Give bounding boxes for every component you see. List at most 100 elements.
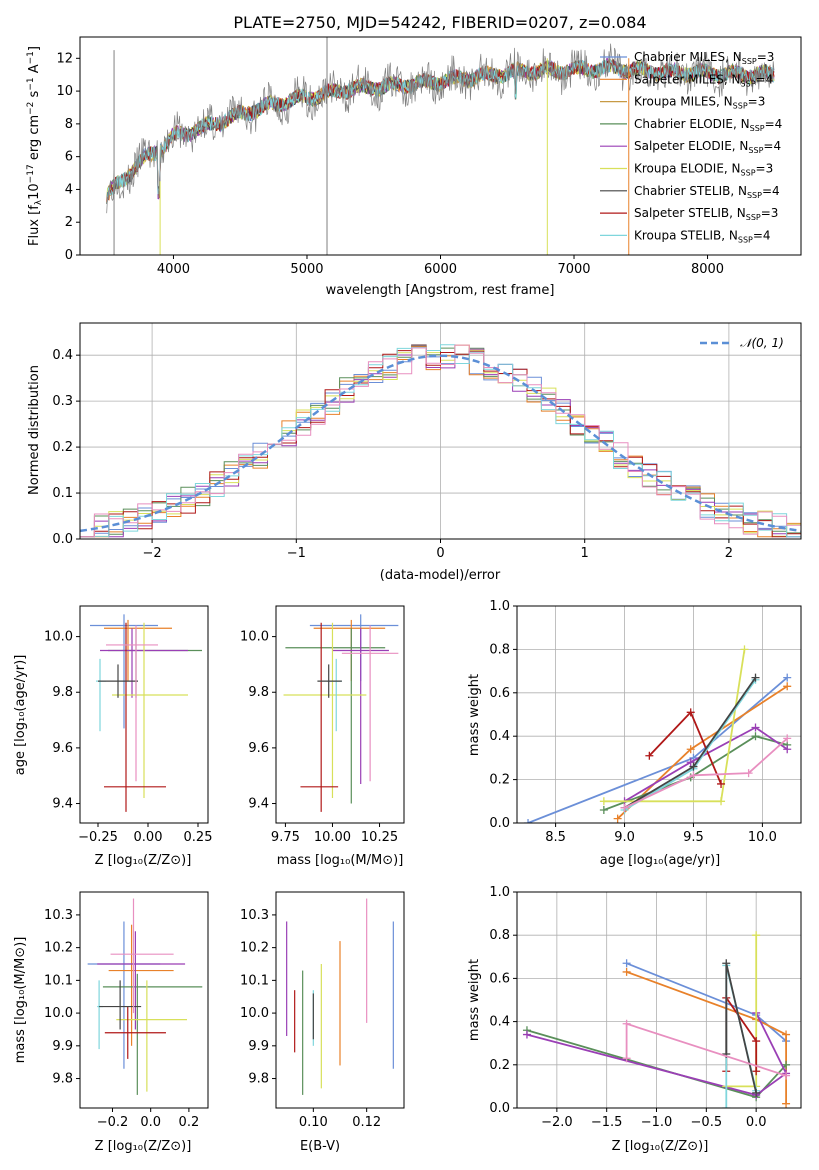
x-tick-label: 8000 (691, 262, 724, 277)
weight-marker (622, 967, 631, 976)
ylabel-a: A (27, 64, 42, 77)
y-tick-label: 8 (65, 117, 73, 132)
mass-vs-z-panel: −0.2 0.0 0.2 9.8 9.9 10.0 10.1 10.2 10.3 Z [log₁… (13, 891, 209, 1154)
y-tick-label: 0.0 (52, 532, 73, 547)
mass-vs-z-frame (79, 891, 209, 1109)
errorbar-point (104, 622, 166, 812)
residuals-panel: −2 −1 0 1 2 0.0 0.1 0.2 0.3 0.4 (data-model)/erro… (27, 322, 802, 583)
age-vs-z-ylabel: age [log₁₀(age/yr)] (13, 655, 28, 776)
legend-entry: Kroupa STELIB, NSSP=4 (634, 228, 771, 244)
ylabel-erg: erg cm (27, 115, 42, 164)
y-tick-label: 10.2 (240, 941, 269, 956)
weight-vs-age-marks (524, 645, 792, 823)
legend-entry-ssp: SSP (750, 124, 765, 133)
legend-entry: Chabrier STELIB, NSSP=4 (634, 184, 780, 200)
gaussian-curve (80, 354, 801, 533)
y-tick-label: 9.6 (248, 741, 269, 756)
spectrum-ylabel: Flux [fλ10−17 erg cm−2 s−1 A−1] (26, 46, 44, 246)
x-tick-label: 0 (436, 546, 444, 561)
y-tick-label: 0.4 (489, 1015, 510, 1030)
y-tick-label: 0.2 (489, 1058, 510, 1073)
x-tick-label: 0.25 (184, 830, 213, 845)
weight-marker (686, 745, 695, 754)
y-tick-label: 9.8 (248, 685, 269, 700)
legend-entry-name: Kroupa STELIB, N (634, 228, 738, 242)
age-vs-mass-panel: 9.75 10.00 10.25 9.4 9.6 9.8 10.0 mass [log₁₀(… (240, 605, 405, 868)
errorbar-point (108, 924, 174, 1046)
weight-marker (783, 673, 792, 682)
legend-entry-count: =3 (748, 95, 766, 109)
legend-entry-ssp: SSP (742, 57, 757, 66)
weight-marker (686, 708, 695, 717)
weight-marker (783, 682, 792, 691)
y-tick-label: 9.4 (52, 797, 73, 812)
mass-vs-z-axes: −0.2 0.0 0.2 9.8 9.9 10.0 10.1 10.2 10.3 (44, 891, 209, 1130)
x-tick-label: 4000 (157, 262, 190, 277)
x-tick-label: 0.12 (352, 1115, 381, 1130)
age-vs-z-frame (79, 605, 209, 824)
y-tick-label: 0.1 (52, 486, 73, 501)
x-tick-label: −0.25 (78, 830, 118, 845)
ylabel-end: ] (27, 46, 42, 51)
weight-marker (599, 797, 608, 806)
legend-entry-ssp: SSP (738, 235, 753, 244)
y-tick-label: 0.8 (489, 642, 510, 657)
x-tick-label: 9.75 (271, 830, 300, 845)
y-tick-label: 0.0 (489, 816, 510, 831)
x-tick-label: 2 (725, 546, 733, 561)
y-tick-label: 10.3 (44, 908, 73, 923)
weight-marker (752, 1088, 761, 1097)
weight-marker (613, 814, 622, 823)
spectrum-marks (106, 37, 775, 255)
errorbar-point (300, 622, 339, 812)
ylabel-sup3: −1 (26, 77, 36, 90)
x-tick-label: 0.0 (746, 1115, 767, 1130)
weight-marker (740, 645, 749, 654)
errorbar-point (97, 931, 186, 1030)
errorbar-point (106, 625, 158, 782)
mass-vs-ebv-axes: 0.10 0.12 9.8 9.9 10.0 10.1 10.2 10.3 (240, 891, 405, 1130)
x-tick-label: 0.0 (140, 1115, 161, 1130)
residuals-legend: 𝒩(0, 1) (700, 336, 784, 350)
weight-marker (752, 1037, 761, 1046)
y-tick-label: 10.2 (44, 941, 73, 956)
weight-marker (783, 734, 792, 743)
legend-gaussian-label: 𝒩(0, 1) (740, 336, 784, 350)
residuals-xlabel: (data-model)/error (380, 568, 501, 583)
weight-marker (722, 1104, 731, 1108)
legend-entry-count: =4 (762, 184, 780, 198)
errorbar-point (283, 622, 367, 798)
x-tick-label: 10.00 (314, 830, 351, 845)
legend-entry-ssp: SSP (746, 213, 761, 222)
mass-vs-ebv-marks (286, 898, 394, 1095)
spectrum-panel: PLATE=2750, MJD=54242, FIBERID=0207, z=0… (26, 13, 802, 298)
weight-vs-z-frame (516, 891, 802, 1109)
legend-entry-name: Chabrier ELODIE, N (634, 117, 750, 131)
mass-vs-ebv-frame (275, 891, 405, 1109)
x-tick-label: −0.5 (691, 1115, 723, 1130)
legend-entry-count: =4 (765, 117, 783, 131)
weight-line (624, 726, 788, 803)
age-vs-mass-marks (283, 614, 399, 812)
weight-marker (689, 771, 698, 780)
errorbar-point (102, 973, 203, 1095)
x-tick-label: 0.10 (299, 1115, 328, 1130)
mass-vs-ebv-xlabel: E(B-V) (300, 1139, 340, 1154)
errorbar-point (332, 628, 389, 785)
y-tick-label: 9.6 (52, 741, 73, 756)
y-tick-label: 10.0 (44, 1006, 73, 1021)
spectrum-title: PLATE=2750, MJD=54242, FIBERID=0207, z=0… (233, 13, 646, 32)
weight-marker (686, 758, 695, 767)
weight-marker (717, 797, 726, 806)
y-tick-label: 0.8 (489, 928, 510, 943)
age-vs-mass-axes: 9.75 10.00 10.25 9.4 9.6 9.8 10.0 (240, 605, 405, 845)
legend-entry-ssp: SSP (733, 102, 748, 111)
legend-entry: Kroupa ELODIE, NSSP=3 (634, 162, 773, 178)
y-tick-label: 0 (65, 248, 73, 263)
mass-vs-z-xlabel: Z [log₁₀(Z/Z⊙)] (95, 1139, 192, 1154)
y-tick-label: 2 (65, 215, 73, 230)
legend-entry-ssp: SSP (741, 79, 756, 88)
y-tick-label: 10.1 (44, 973, 73, 988)
y-tick-label: 9.4 (248, 797, 269, 812)
ylabel-ten: 10 (27, 183, 42, 200)
